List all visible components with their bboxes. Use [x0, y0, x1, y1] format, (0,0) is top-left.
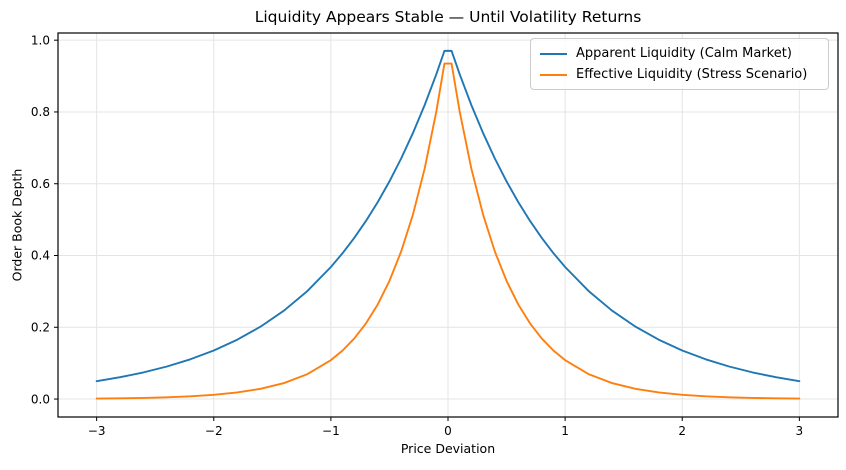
y-axis-label: Order Book Depth	[9, 168, 25, 282]
legend-label-apparent: Apparent Liquidity (Calm Market)	[576, 46, 792, 61]
x-tick-label: 2	[678, 424, 686, 438]
chart-title: Liquidity Appears Stable — Until Volatil…	[254, 8, 642, 26]
legend-line-swatch-effective	[540, 73, 567, 76]
y-tick-label: 1.0	[31, 33, 50, 47]
x-tick-label: −1	[322, 424, 340, 438]
x-tick-label: −2	[205, 424, 223, 438]
legend-line-swatch-apparent	[540, 52, 567, 55]
x-tick-label: 3	[796, 424, 804, 438]
legend-item-effective-liquidity: Effective Liquidity (Stress Scenario)	[540, 66, 819, 83]
legend-label-effective: Effective Liquidity (Stress Scenario)	[576, 67, 808, 82]
legend-item-apparent-liquidity: Apparent Liquidity (Calm Market)	[540, 45, 819, 62]
series-line-1	[95, 62, 801, 400]
y-tick-label: 0.0	[31, 392, 50, 406]
y-tick-label: 0.8	[31, 105, 50, 119]
legend: Apparent Liquidity (Calm Market) Effecti…	[530, 38, 829, 90]
y-tick-label: 0.6	[31, 177, 50, 191]
series-line-0	[95, 49, 801, 383]
x-tick-label: 0	[444, 424, 452, 438]
x-tick-label: −3	[88, 424, 106, 438]
x-axis-label: Price Deviation	[400, 441, 496, 456]
y-tick-label: 0.4	[31, 249, 50, 263]
y-tick-label: 0.2	[31, 320, 50, 334]
x-tick-label: 1	[561, 424, 569, 438]
